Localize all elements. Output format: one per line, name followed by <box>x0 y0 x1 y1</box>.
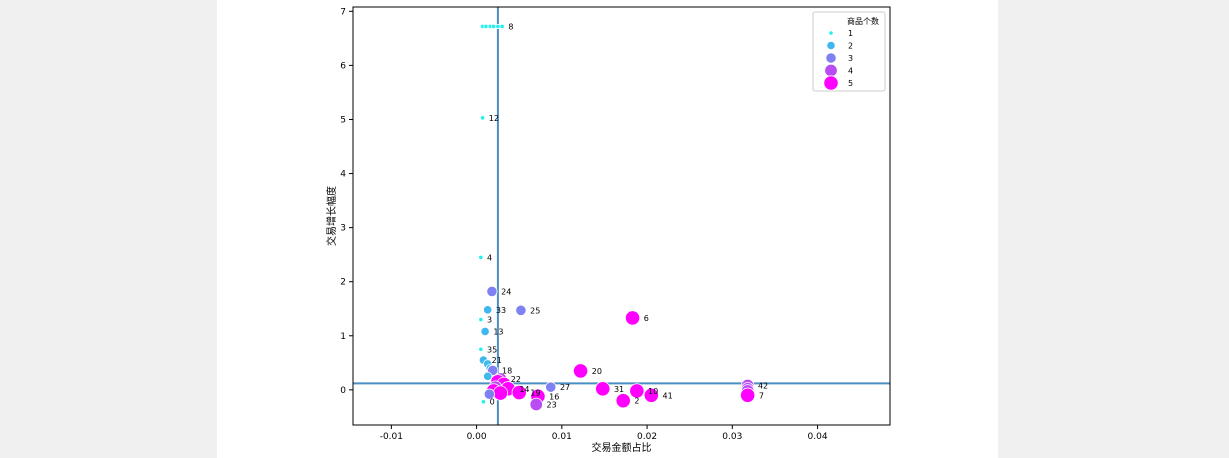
data-point-label: 35 <box>487 345 497 354</box>
data-point-label: 24 <box>501 287 511 296</box>
data-point-label: 23 <box>547 400 557 409</box>
data-point <box>479 115 486 121</box>
data-point <box>511 384 527 401</box>
data-point-label: 16 <box>549 392 559 401</box>
data-point-label: 8 <box>508 22 513 31</box>
data-point <box>624 310 641 326</box>
legend-marker <box>828 30 834 36</box>
x-axis-label: 交易金额占比 <box>592 441 652 454</box>
size-legend: 商品个数 1 2 3 4 5 <box>812 11 886 92</box>
data-point <box>740 387 756 403</box>
data-point-label: 6 <box>644 314 649 323</box>
data-point <box>486 285 498 298</box>
data-point <box>499 23 505 30</box>
legend-marker <box>825 52 837 64</box>
legend-marker <box>823 75 839 91</box>
x-tick-label: 0.02 <box>637 432 657 442</box>
data-point <box>483 388 495 400</box>
y-tick-label: 3 <box>340 224 346 234</box>
x-tick-label: 0.00 <box>467 432 487 442</box>
data-point-label: 41 <box>663 391 673 400</box>
x-tick-label: 0.01 <box>552 432 572 442</box>
data-point <box>483 305 493 315</box>
data-point <box>515 304 527 316</box>
y-tick-label: 5 <box>340 115 346 125</box>
y-tick-label: 7 <box>340 7 346 17</box>
data-point <box>483 23 489 30</box>
data-point-label: 27 <box>560 383 570 392</box>
data-point <box>595 381 611 397</box>
data-point <box>643 387 659 403</box>
data-point <box>478 254 484 260</box>
x-tick-label: 0.04 <box>808 432 828 442</box>
figure-canvas: -0.01 0.00 0.01 0.02 0.03 0.04 0 1 2 3 4 5 6 7 8 12 4 24… <box>217 0 998 458</box>
legend-label: 5 <box>848 79 853 88</box>
data-point-label: 13 <box>493 327 503 336</box>
data-point <box>529 397 543 412</box>
legend-label: 4 <box>848 67 853 76</box>
data-point-label: 21 <box>492 356 502 365</box>
data-point <box>629 383 645 399</box>
legend-marker <box>824 63 838 78</box>
data-point <box>491 23 497 30</box>
data-point-label: 3 <box>487 316 492 325</box>
data-point-label: 0 <box>490 398 495 407</box>
data-point-label: 18 <box>502 366 512 375</box>
plot-area <box>353 7 890 425</box>
x-tick-label: -0.01 <box>380 432 403 442</box>
data-point-label: 14 <box>519 385 529 394</box>
data-point-label: 25 <box>530 306 540 315</box>
data-point <box>495 23 501 30</box>
y-tick-label: 1 <box>340 332 346 342</box>
data-point-label: 22 <box>511 375 521 384</box>
y-axis-label: 交易增长幅度 <box>325 186 338 246</box>
y-tick-label: 4 <box>340 170 346 180</box>
data-point <box>478 346 484 352</box>
data-point-label: 2 <box>634 397 639 406</box>
data-point-label: 4 <box>487 253 492 262</box>
legend-title: 商品个数 <box>847 16 879 26</box>
plot-frame <box>352 6 891 426</box>
data-point-label: 19 <box>530 389 540 398</box>
data-point-label: 12 <box>489 114 499 123</box>
data-point <box>545 381 557 393</box>
data-point-label: 7 <box>759 391 764 400</box>
legend-label: 3 <box>848 54 853 63</box>
legend-label: 1 <box>848 29 853 38</box>
data-point-label: 42 <box>758 382 768 391</box>
data-point-label: 31 <box>614 385 624 394</box>
y-tick-label: 6 <box>340 61 346 71</box>
data-point <box>615 393 631 409</box>
y-tick-label: 2 <box>340 278 346 288</box>
legend-marker <box>826 40 836 51</box>
legend-label: 2 <box>848 42 853 51</box>
data-point <box>478 316 484 323</box>
data-point <box>492 385 509 401</box>
data-point-label: 10 <box>648 387 658 396</box>
x-tick-label: 0.03 <box>722 432 742 442</box>
data-point <box>480 326 490 337</box>
y-tick-label: 0 <box>340 386 346 396</box>
data-point-label: 20 <box>592 367 602 376</box>
data-point <box>480 399 487 405</box>
data-point <box>483 371 493 381</box>
data-point-label: 33 <box>496 306 506 315</box>
data-point <box>572 363 589 379</box>
